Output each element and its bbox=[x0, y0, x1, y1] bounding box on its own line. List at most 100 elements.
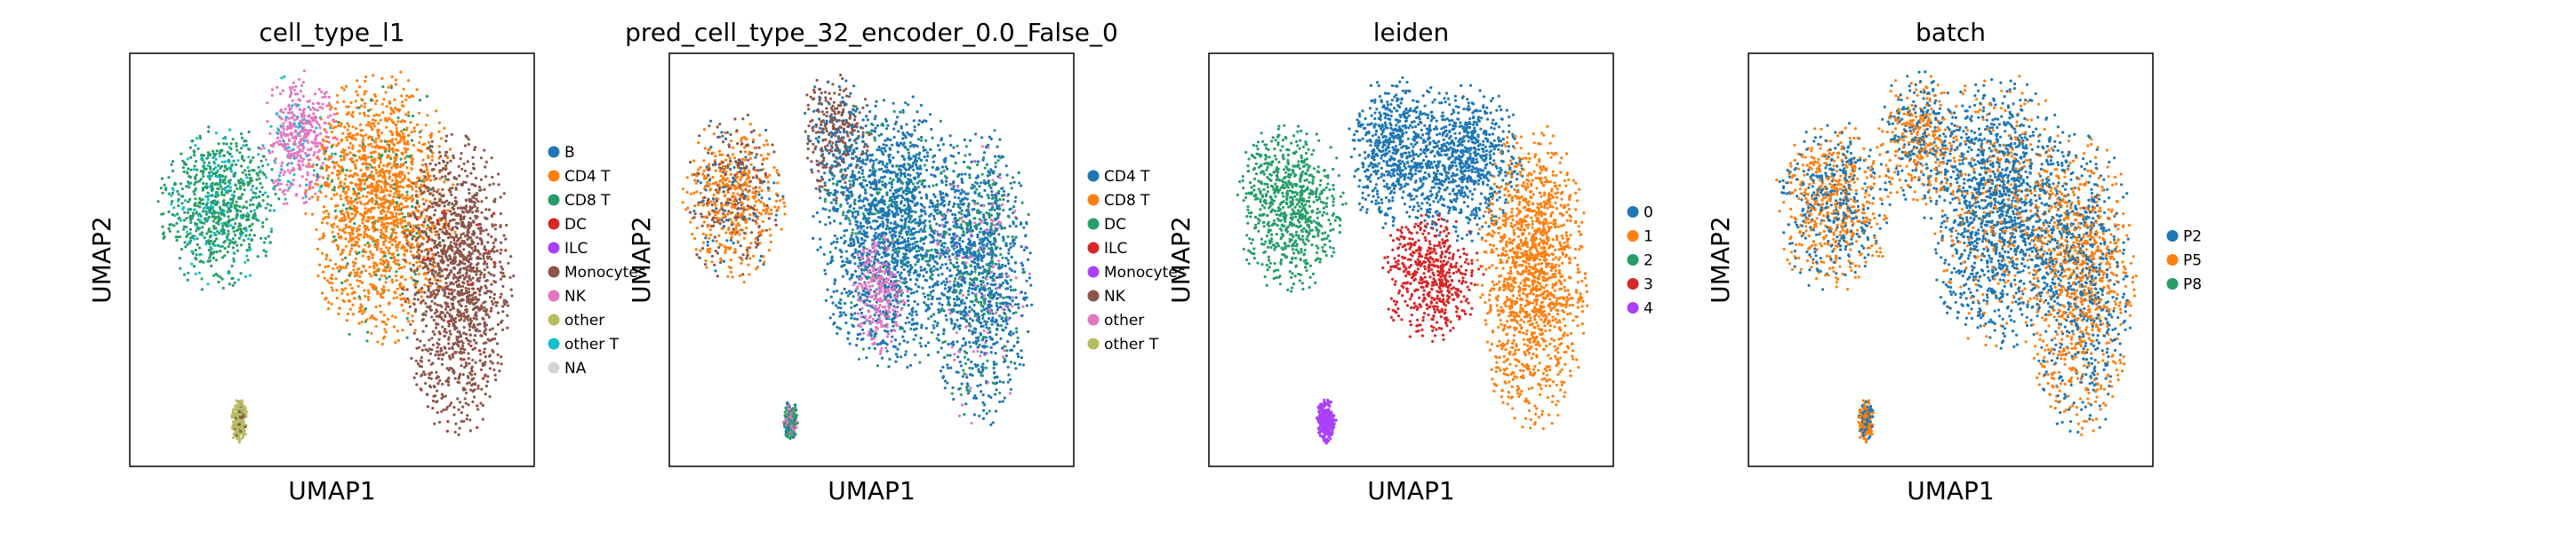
scatter-point bbox=[388, 246, 391, 250]
scatter-point bbox=[399, 202, 403, 205]
scatter-point bbox=[327, 212, 331, 216]
scatter-point bbox=[702, 128, 707, 131]
scatter-point bbox=[413, 329, 417, 332]
scatter-point bbox=[431, 406, 435, 410]
scatter-point bbox=[487, 208, 492, 211]
scatter-point bbox=[356, 284, 360, 288]
scatter-point bbox=[253, 192, 258, 195]
scatter-point bbox=[743, 150, 748, 154]
scatter-point bbox=[264, 236, 268, 240]
scatter-point bbox=[412, 144, 415, 147]
scatter-point bbox=[471, 276, 475, 280]
scatter-point bbox=[453, 430, 457, 434]
scatter-point bbox=[180, 152, 183, 155]
scatter-point bbox=[304, 211, 308, 216]
scatter-point bbox=[316, 101, 320, 105]
scatter-point bbox=[420, 388, 423, 392]
scatter-point bbox=[388, 139, 391, 143]
scatter-point bbox=[367, 123, 371, 127]
scatter-point bbox=[433, 227, 437, 230]
scatter-point bbox=[344, 237, 348, 241]
scatter-point bbox=[488, 296, 492, 299]
scatter-point bbox=[246, 211, 250, 215]
scatter-point bbox=[731, 183, 734, 187]
scatter-point bbox=[202, 207, 205, 211]
scatter-point bbox=[264, 206, 268, 210]
scatter-point bbox=[490, 299, 494, 303]
scatter-point bbox=[244, 260, 247, 264]
scatter-point bbox=[276, 183, 279, 187]
scatter-point bbox=[381, 111, 385, 115]
scatter-point bbox=[278, 139, 282, 143]
scatter-point bbox=[347, 132, 350, 136]
scatter-point bbox=[712, 193, 716, 196]
scatter-point bbox=[265, 250, 268, 253]
scatter-point bbox=[232, 242, 236, 245]
scatter-point bbox=[331, 240, 335, 243]
scatter-point bbox=[444, 314, 447, 317]
scatter-point bbox=[341, 249, 345, 252]
scatter-point bbox=[389, 86, 393, 90]
scatter-point bbox=[400, 100, 404, 104]
scatter-point bbox=[378, 114, 381, 117]
scatter-point bbox=[408, 95, 412, 99]
scatter-point bbox=[402, 196, 405, 200]
scatter-point bbox=[380, 179, 383, 183]
scatter-point bbox=[475, 311, 478, 314]
scatter-point bbox=[352, 264, 356, 268]
scatter-point bbox=[274, 179, 277, 183]
scatter-point bbox=[335, 243, 339, 247]
scatter-point bbox=[255, 218, 259, 221]
scatter-point bbox=[336, 225, 340, 228]
scatter-point bbox=[475, 197, 478, 201]
scatter-point bbox=[372, 124, 376, 128]
scatter-point bbox=[427, 287, 430, 290]
scatter-point bbox=[370, 206, 373, 210]
scatter-point bbox=[285, 127, 289, 131]
scatter-point bbox=[342, 99, 346, 104]
scatter-point bbox=[330, 179, 333, 183]
scatter-point bbox=[491, 327, 494, 330]
scatter-point bbox=[366, 295, 370, 298]
scatter-point bbox=[409, 214, 412, 218]
scatter-point bbox=[366, 289, 370, 292]
scatter-point bbox=[206, 198, 210, 202]
scatter-point bbox=[279, 171, 283, 175]
scatter-point bbox=[718, 222, 722, 226]
scatter-point bbox=[442, 194, 445, 197]
scatter-point bbox=[466, 265, 469, 268]
scatter-point bbox=[377, 183, 380, 187]
scatter-point bbox=[337, 177, 340, 180]
scatter-point bbox=[314, 145, 317, 148]
scatter-point bbox=[308, 120, 312, 123]
scatter-point bbox=[282, 128, 285, 131]
scatter-point bbox=[288, 124, 292, 128]
scatter-point bbox=[190, 139, 194, 143]
scatter-point bbox=[492, 182, 495, 186]
scatter-point bbox=[716, 216, 719, 219]
scatter-point bbox=[460, 289, 463, 292]
scatter-point bbox=[276, 128, 281, 132]
scatter-point bbox=[219, 207, 222, 211]
scatter-point bbox=[456, 251, 460, 255]
scatter-point bbox=[193, 182, 196, 187]
scatter-point bbox=[444, 327, 447, 331]
scatter-point bbox=[352, 268, 356, 272]
scatter-point bbox=[761, 163, 764, 166]
scatter-point bbox=[401, 193, 404, 196]
scatter-point bbox=[290, 111, 294, 115]
scatter-point bbox=[372, 223, 375, 227]
scatter-point bbox=[334, 277, 338, 281]
scatter-point bbox=[250, 188, 253, 192]
scatter-point bbox=[285, 133, 289, 137]
scatter-point bbox=[492, 250, 496, 253]
scatter-point bbox=[480, 306, 484, 310]
scatter-point bbox=[276, 112, 279, 115]
scatter-point bbox=[483, 330, 486, 333]
scatter-point bbox=[345, 265, 348, 268]
scatter-point bbox=[339, 155, 342, 158]
scatter-point bbox=[506, 326, 509, 330]
scatter-point bbox=[459, 372, 462, 376]
scatter-point bbox=[726, 154, 730, 157]
scatter-point bbox=[484, 175, 488, 179]
